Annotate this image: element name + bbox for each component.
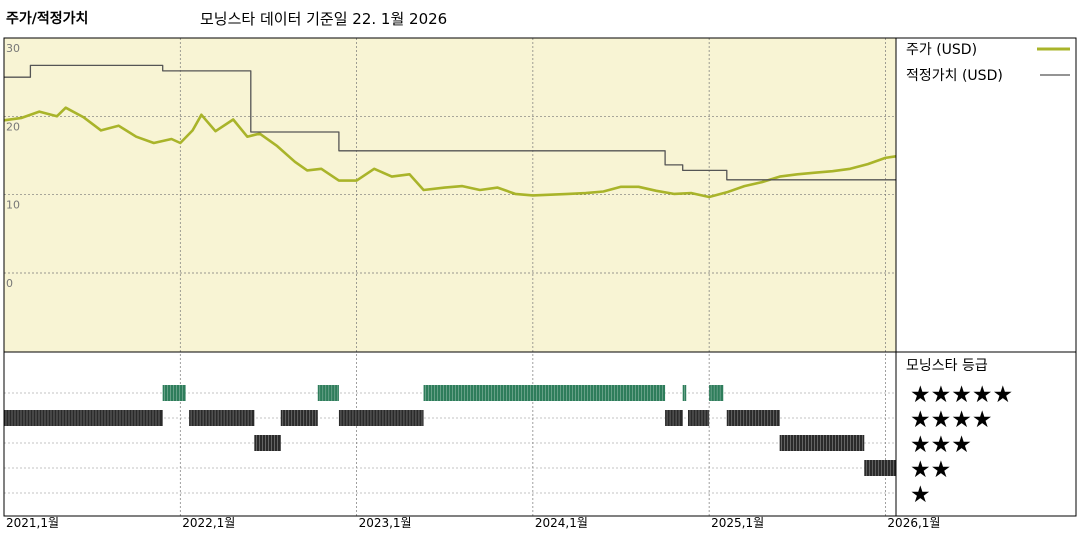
x-tick-label: 2022,1월 (182, 516, 235, 530)
rating-bar-fill (280, 410, 318, 426)
y-tick-label: 30 (6, 42, 20, 55)
x-tick-label: 2025,1월 (711, 516, 764, 530)
rating-level-stars: ★★★ (910, 432, 972, 458)
rating-bar-fill (189, 410, 255, 426)
rating-bar-fill (779, 435, 865, 451)
x-tick-label: 2023,1월 (359, 516, 412, 530)
rating-bar-5-star (682, 385, 687, 401)
rating-bar-fill (709, 385, 724, 401)
rating-bar-5-star (423, 385, 666, 401)
chart-title: 주가/적정가치 (6, 11, 89, 27)
rating-bar-fill (864, 460, 896, 476)
rating-bar-fill (665, 410, 683, 426)
rating-level-stars: ★ (910, 482, 931, 508)
rating-bar-fill (682, 385, 687, 401)
price-series-line (3, 106, 897, 199)
x-tick-label: 2026,1월 (887, 516, 940, 530)
rating-bar-fill (423, 385, 666, 401)
x-tick-label: 2024,1월 (535, 516, 588, 530)
rating-level-stars: ★★★★★ (910, 382, 1013, 408)
rating-bar-fill (338, 410, 424, 426)
rating-bar-4-star (280, 410, 318, 426)
rating-bar-fill (254, 435, 281, 451)
legend-label: 적정가치 (USD) (906, 68, 1003, 84)
rating-bar-4-star (687, 410, 710, 426)
rating-bar-5-star (317, 385, 339, 401)
rating-bar-fill (687, 410, 710, 426)
legend-label: 주가 (USD) (906, 42, 977, 58)
rating-bar-2-star (864, 460, 896, 476)
x-tick-label: 2021,1월 (6, 516, 59, 530)
rating-bar-3-star (779, 435, 865, 451)
rating-bar-fill (317, 385, 339, 401)
rating-bar-4-star (665, 410, 683, 426)
rating-level-stars: ★★ (910, 457, 951, 483)
rating-bar-4-star (189, 410, 255, 426)
chart-subtitle: 모닝스타 데이터 기준일 22. 1월 2026 (200, 10, 448, 28)
rating-bar-fill (162, 385, 186, 401)
y-tick-label: 20 (6, 120, 20, 133)
rating-bar-4-star (338, 410, 424, 426)
rating-panel-title: 모닝스타 등급 (906, 358, 988, 374)
rating-bar-5-star (709, 385, 724, 401)
rating-bar-fill (4, 410, 163, 426)
rating-bar-fill (726, 410, 780, 426)
y-tick-label: 0 (6, 277, 13, 290)
y-tick-label: 10 (6, 199, 20, 212)
rating-bar-3-star (254, 435, 281, 451)
chart-frame (3, 37, 1077, 517)
rating-level-stars: ★★★★ (910, 407, 992, 433)
rating-bar-4-star (726, 410, 780, 426)
fair-value-series-line (4, 64, 896, 181)
rating-bar-4-star (4, 410, 163, 426)
rating-bar-5-star (162, 385, 186, 401)
